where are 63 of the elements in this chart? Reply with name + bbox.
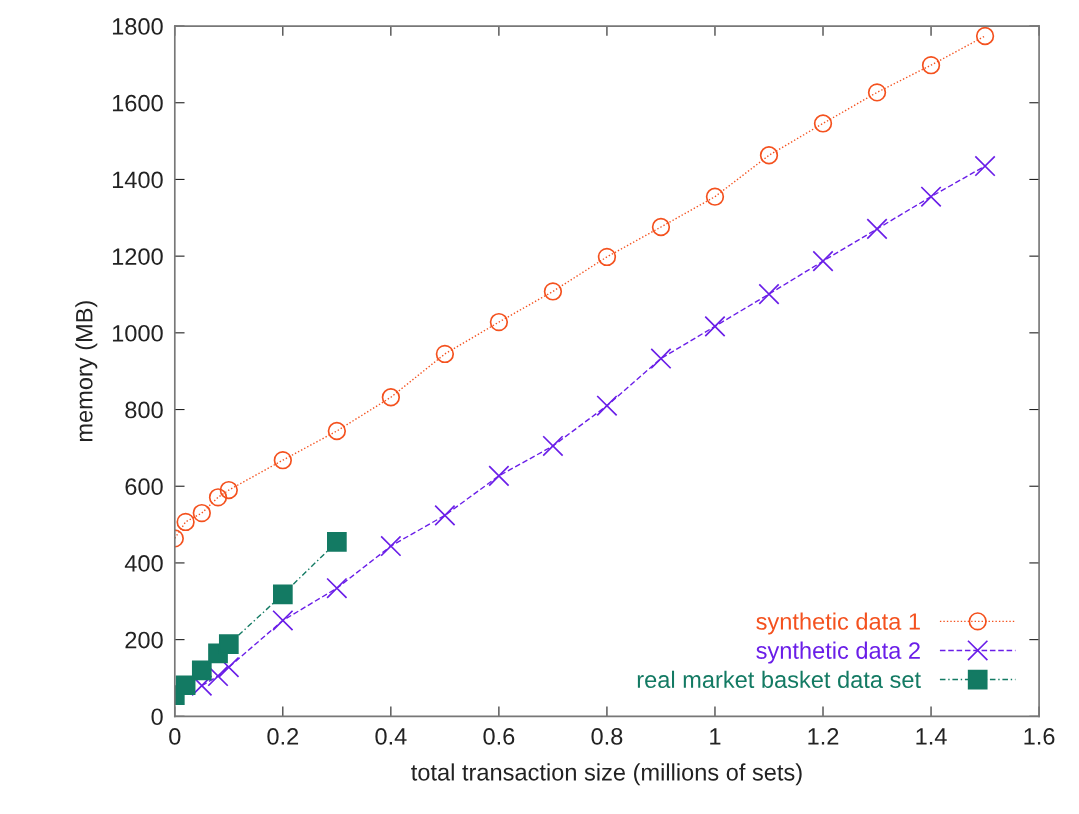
- y-tick-label: 1000: [112, 324, 163, 342]
- point: [812, 250, 834, 272]
- point: [758, 283, 780, 305]
- x-tick-label: 1.6: [1024, 728, 1055, 745]
- legend-label: real market basket data set: [637, 670, 921, 689]
- point: [489, 312, 509, 332]
- legend-label: synthetic data 1: [756, 612, 920, 635]
- point: [920, 186, 942, 208]
- point: [867, 83, 887, 102]
- y-tick-label: 200: [125, 631, 163, 649]
- x-tick-label: 1: [710, 728, 721, 745]
- point: [596, 395, 618, 417]
- y-tick-label: 1800: [112, 18, 163, 35]
- point: [326, 531, 347, 552]
- point: [704, 315, 726, 337]
- y-tick-label: 0: [151, 708, 163, 726]
- point: [191, 660, 212, 681]
- x-tick-label: 0.2: [267, 728, 299, 745]
- point: [542, 435, 564, 457]
- x-tick-label: 0.6: [483, 728, 515, 745]
- point: [326, 577, 348, 599]
- point: [273, 450, 293, 470]
- y-axis-title: memory (MB): [75, 301, 98, 442]
- point: [759, 146, 779, 165]
- point: [597, 247, 617, 267]
- point: [219, 480, 238, 500]
- point: [651, 217, 671, 237]
- point: [272, 584, 293, 605]
- point: [208, 488, 228, 507]
- point: [434, 504, 456, 526]
- point: [974, 155, 996, 177]
- y-tick-label: 600: [125, 478, 163, 496]
- point: [176, 512, 195, 532]
- legend-label: synthetic data 2: [756, 641, 920, 664]
- point: [175, 675, 196, 696]
- point: [813, 114, 833, 133]
- point: [866, 218, 888, 240]
- point: [192, 503, 211, 523]
- point: [272, 609, 294, 632]
- y-tick-label: 1200: [112, 248, 163, 265]
- point: [381, 388, 401, 407]
- x-tick-label: 0: [169, 728, 181, 745]
- y-tick-label: 400: [124, 554, 163, 572]
- point: [488, 465, 510, 487]
- y-tick-label: 1400: [112, 171, 163, 189]
- y-tick-label: 1600: [112, 94, 163, 112]
- point: [380, 535, 402, 557]
- x-tick-label: 1.4: [916, 728, 947, 745]
- y-tick-label: 800: [125, 401, 163, 419]
- point: [975, 26, 995, 46]
- x-tick-label: 1.2: [808, 728, 839, 745]
- point: [218, 656, 240, 678]
- x-tick-label: 0.4: [375, 728, 407, 745]
- point: [543, 282, 563, 301]
- point: [705, 187, 725, 206]
- x-tick-label: 0.8: [591, 728, 623, 745]
- x-axis-title: total transaction size (millions of sets): [411, 763, 802, 786]
- point: [435, 344, 455, 364]
- point: [218, 634, 239, 655]
- point: [921, 55, 941, 75]
- point: [207, 665, 229, 687]
- point: [327, 421, 347, 441]
- point: [650, 347, 672, 370]
